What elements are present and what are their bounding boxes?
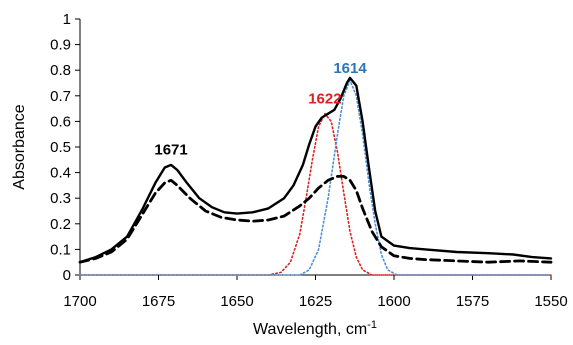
y-tick-label: 0.8 bbox=[50, 62, 71, 79]
series-line-solid bbox=[78, 76, 553, 264]
y-tick-label: 0.2 bbox=[50, 216, 71, 233]
series-line-dotted bbox=[79, 79, 552, 276]
x-tick-label: 1550 bbox=[534, 293, 567, 310]
x-axis-label: Wavelength, cm-1 bbox=[253, 319, 377, 338]
y-tick-label: 0.1 bbox=[50, 241, 71, 258]
x-tick-label: 1625 bbox=[299, 293, 332, 310]
y-axis-label: Absorbance bbox=[11, 104, 28, 189]
annotations: 1671 1622 1614 bbox=[154, 60, 367, 159]
x-tick-label: 1650 bbox=[220, 293, 253, 310]
x-ticks: 1700 1675 1650 1625 1600 1575 1550 bbox=[63, 275, 568, 310]
x-axis-label-text: Wavelength, cm bbox=[253, 321, 367, 338]
x-tick-label: 1700 bbox=[63, 293, 96, 310]
y-tick-label: 0.3 bbox=[50, 190, 71, 207]
peak-label: 1671 bbox=[154, 142, 187, 159]
series-line-dashed bbox=[78, 175, 553, 264]
y-ticks: 0 0.1 0.2 0.3 0.4 0.5 0.6 0.7 0.8 0.9 1 bbox=[50, 11, 80, 284]
y-tick-label: 0.6 bbox=[50, 113, 71, 130]
series-line-dotted bbox=[79, 112, 552, 276]
y-tick-label: 0.5 bbox=[50, 139, 71, 156]
y-tick-label: 0.7 bbox=[50, 88, 71, 105]
peak-label: 1614 bbox=[333, 60, 367, 77]
x-axis-label-superscript: -1 bbox=[367, 319, 377, 331]
y-tick-label: 0 bbox=[63, 267, 71, 284]
x-tick-label: 1575 bbox=[456, 293, 489, 310]
x-tick-label: 1600 bbox=[377, 293, 410, 310]
series-group bbox=[78, 76, 553, 276]
peak-label: 1622 bbox=[308, 90, 341, 107]
y-tick-label: 0.4 bbox=[50, 165, 71, 182]
y-tick-label: 1 bbox=[63, 11, 71, 28]
y-tick-label: 0.9 bbox=[50, 37, 71, 54]
x-tick-label: 1675 bbox=[142, 293, 175, 310]
